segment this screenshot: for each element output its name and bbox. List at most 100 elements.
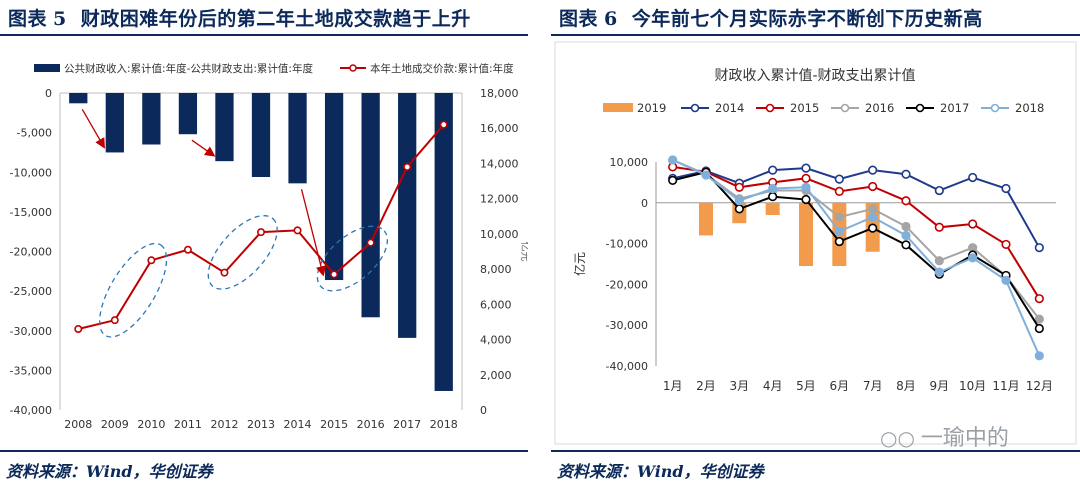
y-axis-label: 亿元 (572, 252, 587, 276)
y-left-tick-label: -15,000 (10, 206, 52, 219)
point-2018 (1001, 275, 1011, 285)
point-2018 (701, 170, 711, 180)
x-tick-label: 2017 (393, 418, 421, 431)
bar-2019 (799, 202, 813, 267)
point-2016 (1034, 314, 1044, 324)
x-tick-label: 2018 (430, 418, 458, 431)
land-sales-point (74, 324, 83, 333)
y-right-tick-label: 6,000 (480, 298, 512, 311)
bar-2019 (765, 202, 780, 216)
legend-marker-2014 (690, 103, 700, 113)
point-2014 (968, 172, 978, 183)
right-top-rule (551, 34, 1080, 36)
x-tick-label: 8月 (896, 379, 916, 393)
point-2017 (1034, 323, 1044, 334)
point-2018 (668, 155, 678, 165)
annotation-ellipse (207, 215, 278, 290)
point-2015 (1001, 239, 1011, 250)
right-figure-panel: 图表 6 今年前七个月实际赤字不断创下历史新高 财政收入累计值-财政支出累计值 201… (551, 0, 1080, 484)
bar-2019 (699, 202, 713, 236)
x-tick-label: 3月 (730, 379, 750, 393)
x-tick-label: 6月 (830, 379, 850, 393)
right-source-note: 资料来源：Wind，华创证券 (557, 462, 764, 481)
legend-line-marker (349, 64, 357, 72)
land-sales-point (293, 226, 302, 235)
legend-marker-2018 (990, 103, 1000, 113)
point-2018 (1034, 351, 1044, 361)
point-2018 (868, 212, 878, 222)
legend-line-label: 本年土地成交价款:累计值:年度 (370, 62, 514, 75)
legend-marker-2015 (765, 103, 775, 113)
point-2016 (934, 256, 944, 266)
point-2016 (901, 221, 911, 232)
x-tick-label: 2016 (357, 418, 385, 431)
point-2018 (901, 230, 911, 241)
deficit-bar (288, 93, 307, 184)
point-2014 (868, 165, 878, 175)
right-figure-title: 图表 6 今年前七个月实际赤字不断创下历史新高 (559, 4, 983, 31)
left-top-rule (0, 34, 528, 36)
point-2016 (834, 212, 844, 222)
x-tick-label: 4月 (763, 379, 783, 393)
land-sales-point (110, 316, 119, 325)
y-tick-label: -40,000 (606, 360, 648, 373)
annotation-arrow (191, 139, 216, 157)
legend-label-2018: 2018 (1015, 101, 1044, 115)
right-figure-number: 6 (604, 8, 618, 30)
point-2017 (868, 223, 878, 233)
point-2015 (934, 222, 944, 232)
watermark: ○○ 一瑜中的 (880, 420, 1009, 452)
point-2015 (801, 173, 811, 183)
annotation-arrow (81, 108, 105, 149)
line-2018 (672, 159, 1041, 357)
legend-label-2016: 2016 (865, 101, 894, 115)
land-sales-point (366, 238, 375, 247)
y-right-axis-label: 亿元 (519, 242, 528, 262)
deficit-bar (398, 93, 417, 338)
x-tick-label: 2008 (64, 418, 92, 431)
annotation-ellipse (316, 225, 388, 292)
point-2015 (834, 186, 844, 196)
y-left-tick-label: -40,000 (10, 404, 52, 417)
x-tick-label: 7月 (863, 379, 883, 393)
x-tick-label: 2011 (174, 418, 202, 431)
point-2018 (801, 182, 811, 192)
point-2018 (734, 196, 744, 206)
y-left-tick-label: 0 (45, 87, 52, 100)
x-tick-label: 9月 (930, 379, 950, 393)
chart-title: 财政收入累计值-财政支出累计值 (714, 68, 915, 84)
x-tick-label: 5月 (796, 379, 816, 393)
left-bottom-rule (0, 450, 528, 452)
x-tick-label: 12月 (1026, 379, 1053, 393)
x-tick-label: 2014 (284, 418, 312, 431)
left-chart: 0 -5,000 -10,000 -15,000 -20,000 -25,000 -30,0… (10, 62, 528, 431)
y-right-tick-label: 2,000 (480, 369, 512, 382)
point-2014 (801, 163, 811, 173)
x-tick-label: 11月 (992, 379, 1019, 393)
point-2018 (834, 226, 844, 236)
legend-label-2019: 2019 (637, 101, 666, 115)
land-sales-point (439, 120, 448, 129)
deficit-bar (251, 93, 271, 178)
deficit-bar (105, 93, 124, 153)
point-2015 (1034, 294, 1044, 304)
annotation-ellipse (99, 242, 168, 338)
point-2014 (1034, 243, 1044, 253)
line-2017 (672, 171, 1041, 329)
point-2015 (901, 196, 911, 206)
wechat-icon: ○○ (880, 426, 915, 450)
y-right-tick-label: 18,000 (480, 87, 519, 100)
land-sales-point (183, 245, 192, 254)
x-tick-label: 1月 (663, 379, 683, 393)
x-tick-label: 2009 (101, 418, 129, 431)
point-2018 (768, 183, 778, 194)
deficit-bar (361, 93, 380, 318)
y-right-tick-label: 16,000 (480, 122, 519, 135)
y-tick-label: -10,000 (606, 238, 648, 251)
point-2017 (834, 236, 844, 247)
x-tick-label: 2013 (247, 418, 275, 431)
point-2017 (668, 175, 678, 185)
y-left-tick-label: -20,000 (10, 246, 52, 259)
chart-frame (554, 41, 1077, 445)
deficit-bar (142, 93, 161, 145)
